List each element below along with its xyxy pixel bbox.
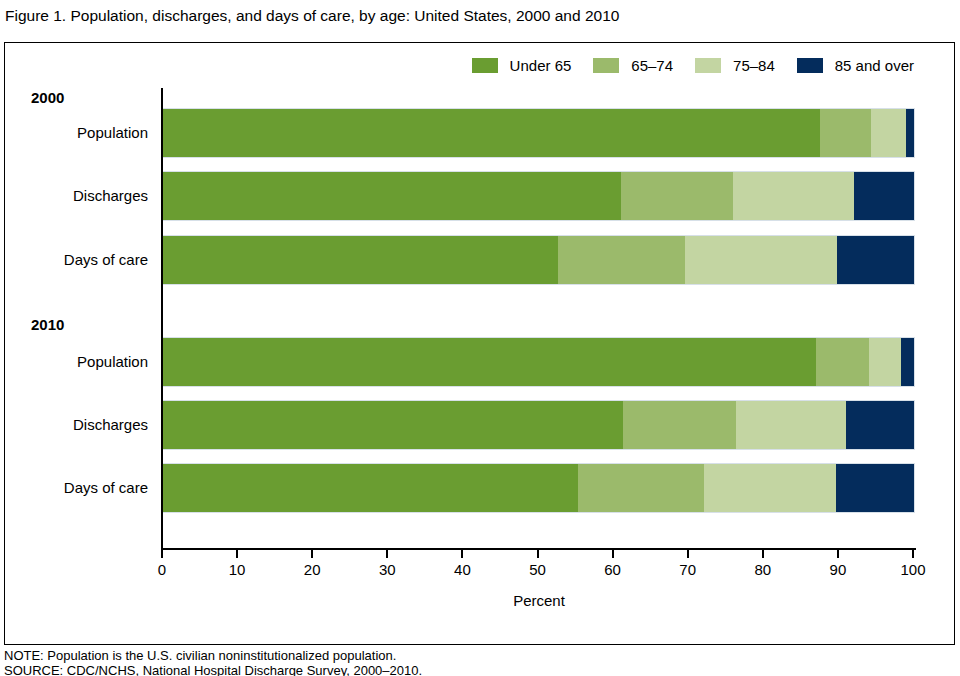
bar-segment-65-74 [820, 109, 871, 157]
bar-2000-days-of-care [163, 236, 914, 284]
bar-segment-75-84 [685, 236, 837, 284]
x-axis-tick-label: 30 [379, 561, 396, 578]
bar-segment-85-and-over [854, 172, 914, 220]
group-label-2000: 2000 [31, 89, 64, 106]
x-axis-tick [912, 550, 914, 558]
bar-segment-under-65 [163, 464, 578, 512]
legend-item-75-84: 75–84 [695, 57, 775, 74]
legend-swatch-icon [472, 58, 498, 73]
bar-segment-85-and-over [837, 236, 914, 284]
bar-segment-65-74 [816, 338, 869, 386]
bar-segment-85-and-over [836, 464, 914, 512]
x-axis-tick-label: 10 [229, 561, 246, 578]
bar-segment-under-65 [163, 236, 558, 284]
legend-item-under-65: Under 65 [472, 57, 572, 74]
bar-segment-65-74 [558, 236, 685, 284]
figure-title: Figure 1. Population, discharges, and da… [5, 7, 619, 25]
bar-segment-85-and-over [846, 401, 914, 449]
legend-swatch-icon [695, 58, 721, 73]
bar-2010-discharges [163, 401, 914, 449]
x-axis-tick [161, 550, 163, 558]
bar-segment-65-74 [621, 172, 733, 220]
legend-item-85-and-over: 85 and over [797, 57, 914, 74]
row-label-2010-days-of-care: Days of care [5, 464, 148, 512]
x-axis-tick-label: 90 [830, 561, 847, 578]
x-axis-tick [537, 550, 539, 558]
x-axis-line [161, 548, 916, 550]
row-label-2000-population: Population [5, 109, 148, 157]
x-axis-tick-label: 80 [754, 561, 771, 578]
x-axis-tick [762, 550, 764, 558]
x-axis-tick-label: 20 [304, 561, 321, 578]
legend-label: 85 and over [835, 57, 914, 74]
bar-segment-75-84 [871, 109, 906, 157]
legend-label: 75–84 [733, 57, 775, 74]
bar-2010-days-of-care [163, 464, 914, 512]
x-axis-tick [837, 550, 839, 558]
bar-segment-under-65 [163, 109, 820, 157]
legend-swatch-icon [797, 58, 823, 73]
bar-segment-under-65 [163, 401, 623, 449]
group-label-2010: 2010 [31, 316, 64, 333]
x-axis-tick-label: 100 [900, 561, 925, 578]
row-label-2010-discharges: Discharges [5, 401, 148, 449]
x-axis-tick-label: 40 [454, 561, 471, 578]
bar-segment-85-and-over [901, 338, 914, 386]
y-axis-line [161, 88, 163, 550]
legend-swatch-icon [593, 58, 619, 73]
bar-2000-discharges [163, 172, 914, 220]
footnotes: NOTE: Population is the U.S. civilian no… [4, 648, 422, 676]
row-label-2000-days-of-care: Days of care [5, 236, 148, 284]
bar-segment-75-84 [704, 464, 835, 512]
x-axis-tick [687, 550, 689, 558]
x-axis-tick [311, 550, 313, 558]
chart-legend: Under 65 65–74 75–84 85 and over [472, 57, 914, 74]
legend-label: 65–74 [631, 57, 673, 74]
chart-panel: Under 65 65–74 75–84 85 and over 2000 Popula… [4, 42, 955, 645]
x-axis-tick-label: 0 [158, 561, 166, 578]
note-line: NOTE: Population is the U.S. civilian no… [4, 648, 422, 663]
row-label-2010-population: Population [5, 338, 148, 386]
bar-2000-population [163, 109, 914, 157]
bar-segment-75-84 [869, 338, 901, 386]
x-axis-tick-label: 70 [679, 561, 696, 578]
x-axis-tick-label: 60 [604, 561, 621, 578]
x-axis-tick [236, 550, 238, 558]
x-axis-tick [461, 550, 463, 558]
bar-2010-population [163, 338, 914, 386]
bar-segment-75-84 [733, 172, 854, 220]
bar-segment-under-65 [163, 172, 621, 220]
legend-label: Under 65 [510, 57, 572, 74]
x-axis-tick [612, 550, 614, 558]
bar-segment-under-65 [163, 338, 816, 386]
legend-item-65-74: 65–74 [593, 57, 673, 74]
row-label-2000-discharges: Discharges [5, 172, 148, 220]
bar-segment-75-84 [736, 401, 846, 449]
source-line: SOURCE: CDC/NCHS, National Hospital Disc… [4, 663, 422, 676]
x-axis-tick [386, 550, 388, 558]
x-axis-tick-label: 50 [529, 561, 546, 578]
x-axis-title: Percent [513, 592, 565, 609]
bar-segment-85-and-over [906, 109, 914, 157]
bar-segment-65-74 [578, 464, 705, 512]
bar-segment-65-74 [623, 401, 736, 449]
